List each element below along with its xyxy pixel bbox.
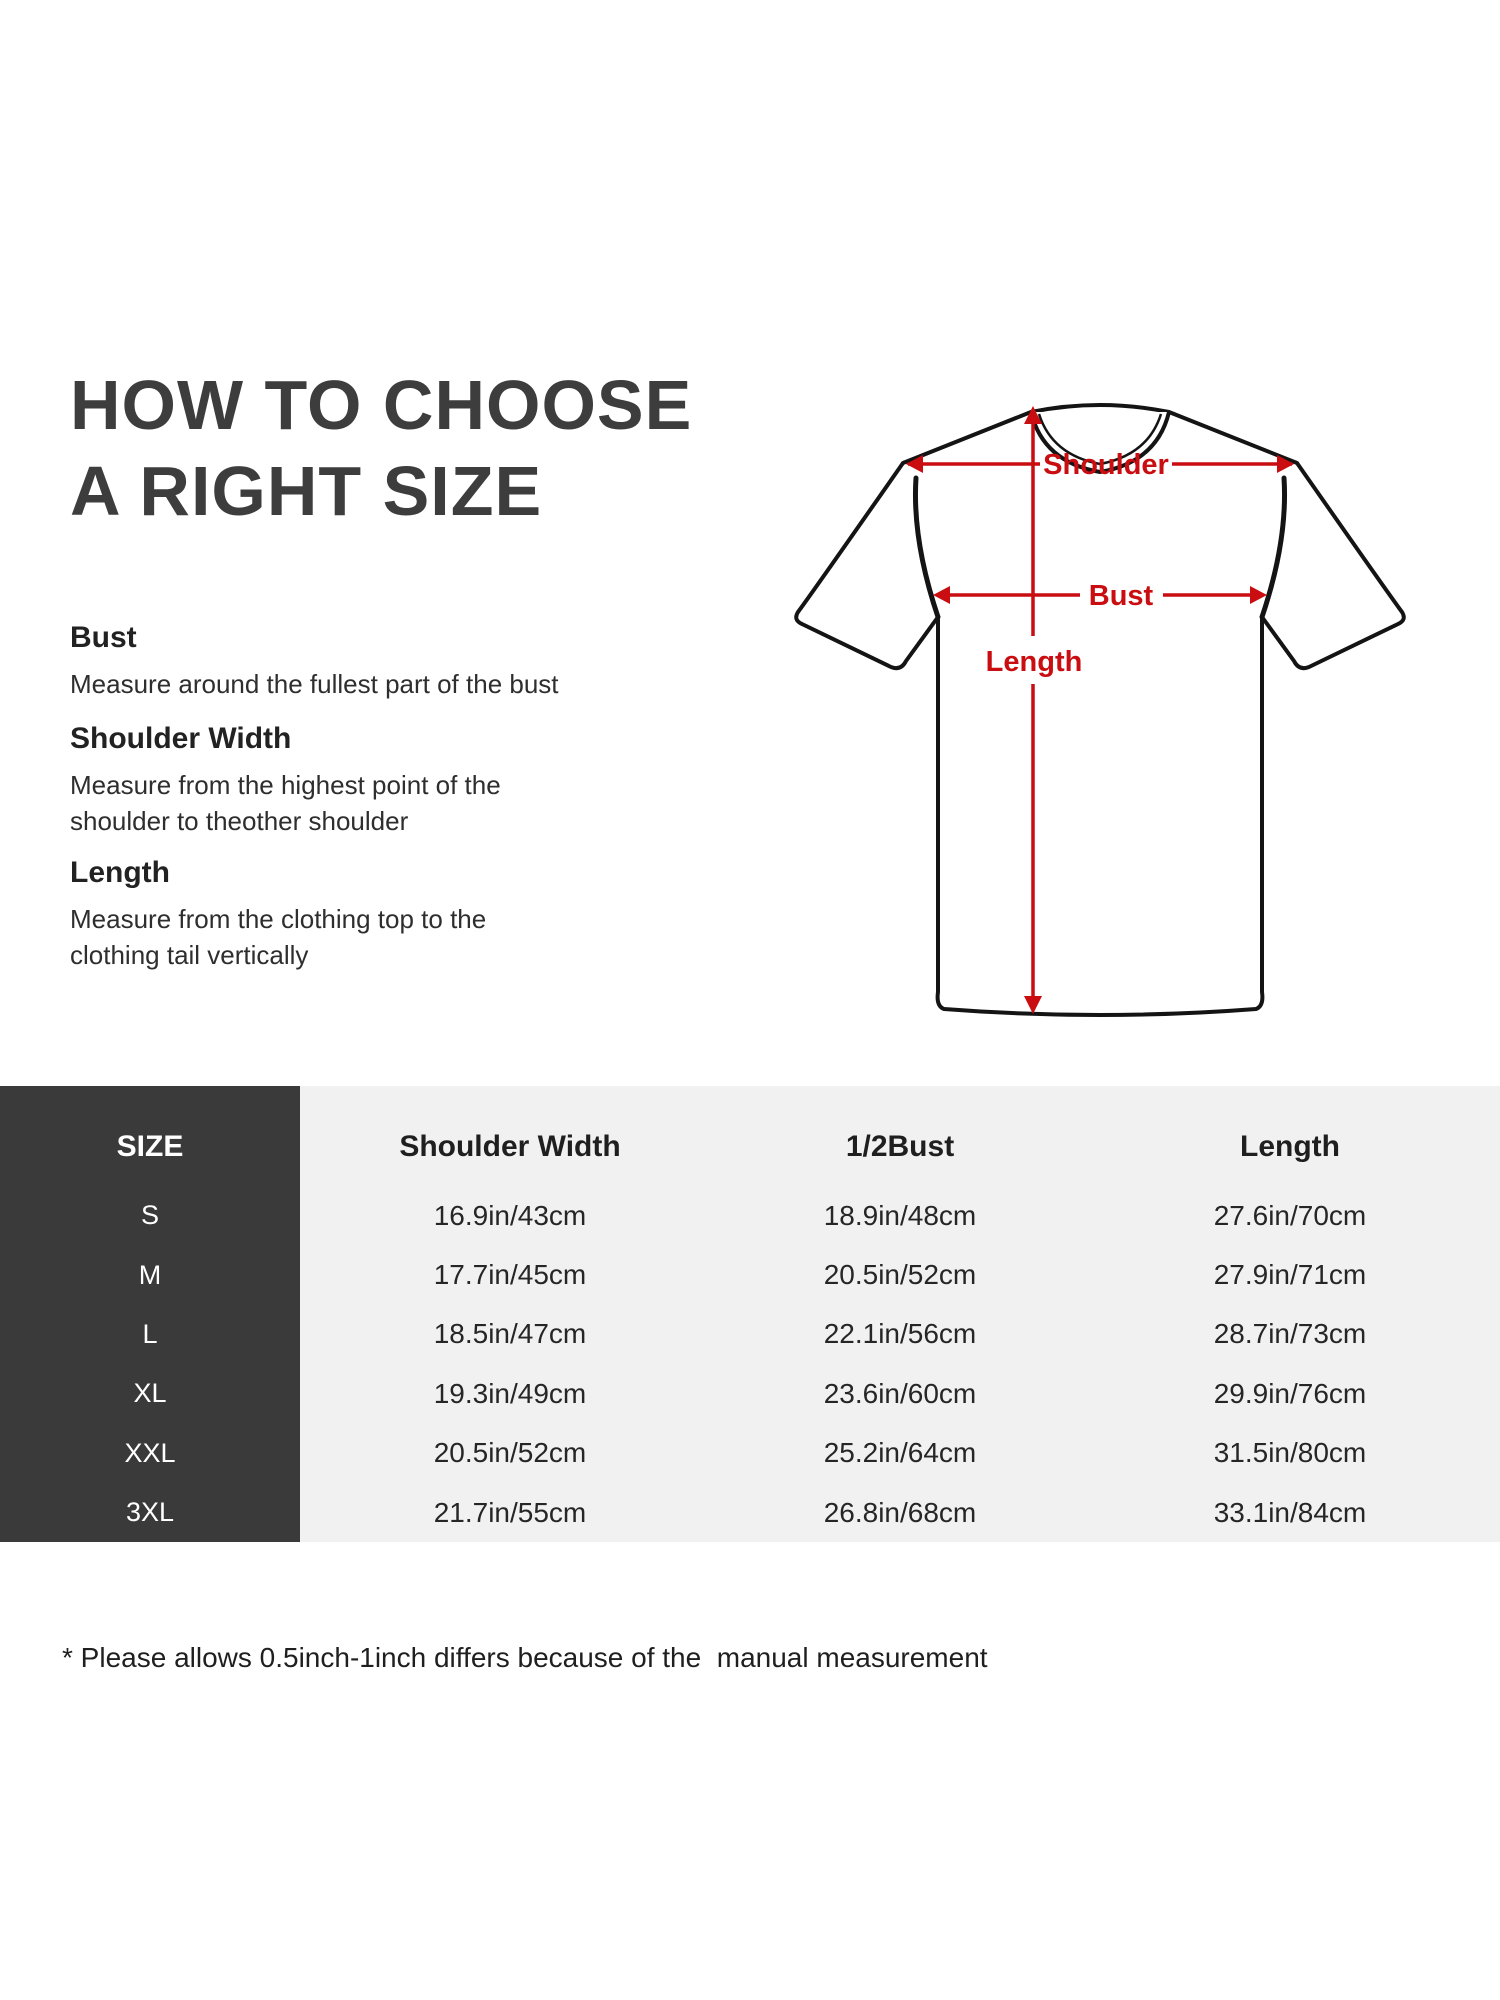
page-title: HOW TO CHOOSE A RIGHT SIZE xyxy=(70,362,692,534)
size-chart-row-size: XL xyxy=(0,1364,300,1424)
size-chart-cell-shoulder: 20.5in/52cm xyxy=(433,1437,587,1469)
definition-shoulder-width: Shoulder Width Measure from the highest … xyxy=(70,719,630,839)
length-arrowhead-top xyxy=(1024,406,1042,424)
definition-length-desc-line1: Measure from the clothing top to the xyxy=(70,904,487,934)
size-chart-header-length: Length xyxy=(1240,1130,1340,1163)
definition-shoulder-width-term: Shoulder Width xyxy=(70,722,292,755)
length-arrowhead-bottom xyxy=(1024,996,1042,1014)
definition-length-term: Length xyxy=(70,856,170,889)
size-chart-cell-half-bust: 18.9in/48cm xyxy=(823,1199,977,1231)
size-chart-row-size: S xyxy=(0,1186,300,1246)
size-chart-table: SIZE Shoulder Width 1/2Bust Length S 16.… xyxy=(0,1086,1500,1543)
bust-arrowhead-left xyxy=(933,586,950,604)
definition-length-desc: Measure from the clothing top to the clo… xyxy=(70,901,630,973)
size-chart-row-size: M xyxy=(0,1245,300,1305)
tshirt-collar-opening xyxy=(1029,411,1171,475)
shoulder-arrowhead-right xyxy=(1277,455,1294,473)
size-chart-cell-shoulder: 16.9in/43cm xyxy=(433,1199,587,1231)
definition-shoulder-width-desc: Measure from the highest point of the sh… xyxy=(70,767,630,839)
size-chart-cell-shoulder: 19.3in/49cm xyxy=(433,1377,587,1409)
definition-bust-desc: Measure around the fullest part of the b… xyxy=(70,666,630,702)
size-chart-cell-half-bust: 25.2in/64cm xyxy=(823,1437,977,1469)
size-chart-cell-length: 31.5in/80cm xyxy=(1213,1437,1367,1469)
size-chart-row-size: XXL xyxy=(0,1423,300,1483)
tshirt-outline xyxy=(794,403,1406,1017)
page-title-line1: HOW TO CHOOSE xyxy=(70,366,693,444)
page-title-line2: A RIGHT SIZE xyxy=(70,452,543,530)
size-chart-cell-length: 29.9in/76cm xyxy=(1213,1377,1367,1409)
definition-length-desc-line2: clothing tail vertically xyxy=(70,940,309,970)
bust-arrowhead-right xyxy=(1250,586,1267,604)
definition-bust-desc-line1: Measure around the fullest part of the b… xyxy=(70,669,559,699)
tshirt-left-armhole-seam xyxy=(913,475,941,620)
size-chart-cell-half-bust: 23.6in/60cm xyxy=(823,1377,977,1409)
size-chart-cell-shoulder: 18.5in/47cm xyxy=(433,1318,587,1350)
shoulder-arrow-label: Shoulder xyxy=(1043,449,1169,481)
bust-arrow-label: Bust xyxy=(1089,580,1154,612)
size-chart-cell-half-bust: 26.8in/68cm xyxy=(823,1496,977,1528)
size-chart-cell-shoulder: 17.7in/45cm xyxy=(433,1259,587,1291)
size-chart-cell-half-bust: 20.5in/52cm xyxy=(823,1259,977,1291)
tshirt-right-armhole-seam xyxy=(1259,475,1287,620)
size-chart-cell-half-bust: 22.1in/56cm xyxy=(823,1318,977,1350)
definition-shoulder-width-desc-line1: Measure from the highest point of the xyxy=(70,770,501,800)
size-chart-header-half-bust: 1/2Bust xyxy=(845,1130,955,1163)
size-chart-cell-length: 27.9in/71cm xyxy=(1213,1259,1367,1291)
length-arrow-label: Length xyxy=(986,646,1083,678)
definition-length: Length Measure from the clothing top to … xyxy=(70,853,630,973)
definition-bust: Bust Measure around the fullest part of … xyxy=(70,618,630,702)
definition-shoulder-width-desc-line2: shoulder to theother shoulder xyxy=(70,806,409,836)
shoulder-arrowhead-left xyxy=(906,455,923,473)
tshirt-collar-rib-line xyxy=(1037,413,1163,466)
size-chart-header-shoulder-width: Shoulder Width xyxy=(399,1130,621,1163)
size-chart-row-size: 3XL xyxy=(0,1482,300,1543)
size-chart-row-size: L xyxy=(0,1304,300,1365)
measurement-tolerance-note: * Please allows 0.5inch-1inch differs be… xyxy=(62,1642,988,1673)
size-chart-cell-shoulder: 21.7in/55cm xyxy=(433,1496,587,1528)
size-chart-cell-length: 27.6in/70cm xyxy=(1213,1199,1367,1231)
definition-bust-term: Bust xyxy=(70,621,137,654)
size-chart-cell-length: 33.1in/84cm xyxy=(1213,1496,1367,1528)
size-chart-cell-length: 28.7in/73cm xyxy=(1213,1318,1367,1350)
size-chart-header-size: SIZE xyxy=(0,1086,300,1186)
